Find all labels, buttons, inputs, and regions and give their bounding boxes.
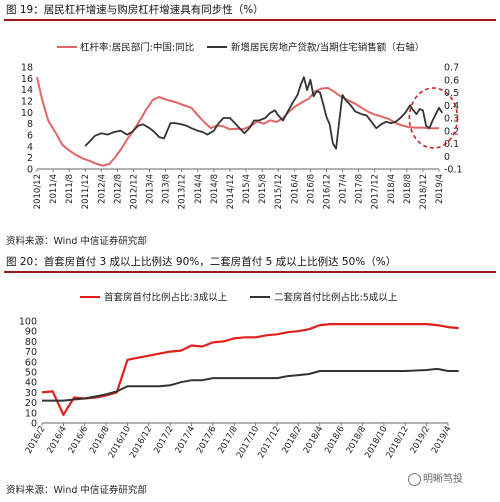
x-tick-label: 2011/4	[49, 174, 59, 204]
y-right-tick-label: 0.1	[444, 139, 459, 150]
x-tick-label: 2018/8	[403, 174, 413, 204]
y-left-tick-label: 6	[27, 131, 33, 142]
y-left-tick-label: 12	[21, 97, 33, 108]
y-left-tick-label: 14	[21, 85, 33, 96]
x-tick-label: 2018/12	[419, 174, 429, 209]
y-right-tick-label: 0.2	[444, 126, 459, 137]
y-left-tick-label: 4	[27, 142, 33, 153]
x-tick-label: 2016/12	[322, 174, 332, 209]
series-line-second-home	[42, 367, 459, 402]
x-tick-label: 2012/4	[97, 174, 107, 204]
annotation-ellipse	[408, 87, 459, 149]
x-tick-label: 2017/12	[371, 174, 381, 209]
series-line-first-home	[41, 322, 459, 416]
chart-1-title: 图 19：居民杠杆增速与购房杠杆增速具有同步性（%）	[6, 4, 264, 16]
watermark-text: 明晰笃投	[423, 474, 463, 485]
y-tick-label: 30	[25, 388, 37, 399]
x-tick-label: 2014/12	[226, 174, 236, 209]
chart-2-plot: 01020304050607080901002016/22016/42016/6…	[19, 292, 459, 460]
legend-label-second-home: 二套房首付比例占比:5成以上	[274, 292, 398, 304]
y-left-tick-label: 10	[21, 108, 33, 119]
chart-1-plot: 024681012141618-0.100.10.20.30.40.50.60.…	[21, 42, 463, 210]
x-tick-label: 2012/8	[113, 174, 123, 204]
legend-label-loan-ratio: 新增居民房地产贷款/当期住宅销售额（右轴）	[231, 42, 424, 54]
x-tick-label: 2016/4	[290, 174, 300, 204]
x-tick-label: 2011/8	[65, 174, 75, 204]
y-right-tick-label: 0.7	[444, 63, 459, 74]
y-right-tick-label: -0.1	[444, 165, 463, 176]
x-tick-label: 2013/8	[162, 174, 172, 204]
chart-2-source: 资料来源：Wind 中信证券研究部	[6, 485, 147, 496]
chart-2-title: 图 20：首套房首付 3 成以上比例达 90%，二套房首付 5 成以上比例达 5…	[6, 256, 397, 268]
y-left-tick-label: 16	[21, 74, 33, 85]
x-tick-label: 2014/8	[210, 174, 220, 204]
y-tick-label: 50	[25, 368, 37, 379]
y-tick-label: 100	[19, 317, 37, 328]
y-tick-label: 20	[25, 398, 37, 409]
x-tick-label: 2015/8	[258, 174, 268, 204]
y-tick-label: 90	[25, 327, 37, 338]
y-left-tick-label: 18	[21, 63, 33, 74]
y-right-tick-label: 0.4	[444, 101, 459, 112]
x-tick-label: 2019/4	[435, 174, 445, 204]
y-right-tick-label: 0.6	[444, 75, 459, 86]
x-tick-label: 2012/12	[129, 174, 139, 209]
y-tick-label: 70	[25, 347, 37, 358]
watermark: 明晰笃投	[408, 470, 463, 486]
x-tick-label: 2015/4	[242, 174, 252, 204]
x-tick-label: 2019/4	[430, 425, 454, 456]
y-tick-label: 60	[25, 357, 37, 368]
y-left-tick-label: 2	[27, 153, 33, 164]
legend-label-leverage: 杠杆率:居民部门:中国:同比	[80, 42, 194, 54]
x-tick-label: 2010/12	[33, 174, 43, 209]
y-tick-label: 0	[31, 419, 37, 430]
y-right-tick-label: 0.5	[444, 88, 459, 99]
y-left-tick-label: 8	[27, 119, 33, 130]
series-line-loan-ratio	[84, 76, 443, 150]
y-right-tick-label: 0	[444, 152, 450, 163]
legend-label-first-home: 首套房首付比例占比:3成以上	[104, 292, 228, 304]
y-tick-label: 80	[25, 337, 37, 348]
x-tick-label: 2013/4	[146, 174, 156, 204]
x-tick-label: 2016/8	[306, 174, 316, 204]
y-left-tick-label: 0	[27, 165, 33, 176]
x-tick-label: 2017/4	[339, 174, 349, 204]
x-tick-label: 2011/12	[81, 174, 91, 209]
x-tick-label: 2014/4	[194, 174, 204, 204]
x-tick-label: 2017/8	[355, 174, 365, 204]
x-tick-label: 2018/4	[387, 174, 397, 204]
x-tick-label: 2015/12	[274, 174, 284, 209]
series-line-leverage	[36, 76, 439, 167]
wechat-icon	[408, 472, 421, 486]
y-tick-label: 10	[25, 408, 37, 419]
chart-1-source: 资料来源：Wind 中信证券研究部	[6, 236, 147, 247]
x-tick-label: 2013/12	[178, 174, 188, 209]
y-tick-label: 40	[25, 378, 37, 389]
y-right-tick-label: 0.3	[444, 114, 459, 125]
chart-1-title-rule	[4, 19, 496, 21]
chart-2-title-rule	[4, 271, 496, 273]
